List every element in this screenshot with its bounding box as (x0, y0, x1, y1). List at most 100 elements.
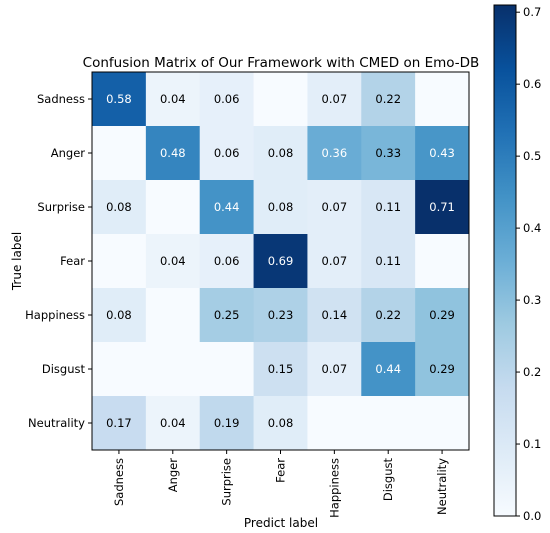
cell-value-label: 0.04 (160, 92, 186, 106)
heatmap-cell (307, 72, 362, 127)
y-tick-label: Surprise (37, 200, 85, 214)
cell-value-label: 0.23 (268, 308, 294, 322)
cell-value-label: 0.08 (268, 200, 294, 214)
x-tick-label: Surprise (220, 458, 234, 506)
x-tick-label: Fear (274, 458, 288, 483)
cell-value-label: 0.17 (106, 416, 132, 430)
cell-value-label: 0.06 (214, 146, 240, 160)
heatmap-cell (253, 234, 308, 289)
y-axis-ticks: Sadness Anger Surprise Fear Happiness Disgust… (25, 92, 92, 430)
y-tick-label: Neutrality (28, 416, 85, 430)
heatmap-cell (199, 342, 255, 397)
heatmap-cell (145, 396, 201, 451)
cell-value-label: 0.04 (160, 416, 186, 430)
heatmap-cell (253, 180, 308, 235)
heatmap-cell (307, 180, 362, 235)
heatmap-cell (415, 396, 470, 451)
colorbar (493, 4, 517, 517)
heatmap-cell (361, 234, 416, 289)
cell-value-label: 0.08 (106, 308, 132, 322)
cell-value-label: 0.11 (375, 254, 401, 268)
heatmap-cell (307, 126, 362, 181)
colorbar-tick-label: 0.5 (523, 149, 541, 163)
colorbar-ticks: 0.0 0.1 0.2 0.3 0.4 0.5 0.6 0.7 (516, 5, 541, 523)
heatmap-cell (361, 396, 416, 451)
cell-value-label: 0.22 (375, 308, 401, 322)
cell-value-label: 0.14 (322, 308, 348, 322)
heatmap-cell (415, 126, 470, 181)
heatmap-cell (253, 342, 308, 397)
heatmap-cell (415, 288, 470, 343)
chart-title: Confusion Matrix of Our Framework with C… (83, 55, 480, 71)
heatmap-cell (361, 288, 416, 343)
cell-value-label: 0.11 (375, 200, 401, 214)
heatmap-cell (361, 126, 416, 181)
cell-value-label: 0.22 (375, 92, 401, 106)
colorbar-tick-label: 0.6 (523, 77, 541, 91)
colorbar-tick-label: 0.1 (523, 437, 541, 451)
heatmap-cell (415, 342, 470, 397)
x-tick-label: Neutrality (435, 458, 449, 515)
heatmap-cell (253, 126, 308, 181)
y-tick-label: Fear (60, 254, 85, 268)
cell-value-label: 0.43 (429, 146, 455, 160)
heatmap-cell (145, 234, 201, 289)
heatmap-cell (92, 396, 147, 451)
heatmap-cell (145, 180, 201, 235)
cell-value-label: 0.29 (429, 362, 455, 376)
heatmap-cell (199, 234, 255, 289)
y-tick-label: Sadness (37, 92, 85, 106)
cell-value-label: 0.58 (106, 92, 132, 106)
colorbar-tick-label: 0.3 (523, 293, 541, 307)
cell-value-label: 0.06 (214, 254, 240, 268)
heatmap-cell (92, 72, 147, 127)
y-tick-label: Anger (51, 146, 86, 160)
cell-value-label: 0.06 (214, 92, 240, 106)
cell-value-label: 0.36 (322, 146, 348, 160)
heatmap-cell (199, 288, 255, 343)
heatmap-cell (92, 234, 147, 289)
colorbar-tick-label: 0.2 (523, 365, 541, 379)
heatmap-cell (199, 180, 255, 235)
cell-value-label: 0.33 (375, 146, 401, 160)
cell-value-label: 0.19 (214, 416, 240, 430)
heatmap-cell (415, 72, 470, 127)
heatmap-cell (361, 72, 416, 127)
heatmap-cell (253, 396, 308, 451)
cell-value-label: 0.07 (322, 200, 348, 214)
heatmap-cell (199, 72, 255, 127)
cell-value-label: 0.15 (268, 362, 294, 376)
heatmap-cell (415, 234, 470, 289)
x-tick-label: Happiness (327, 458, 341, 518)
heatmap-cell (92, 180, 147, 235)
heatmap-cell (361, 342, 416, 397)
cell-value-label: 0.25 (214, 308, 240, 322)
cell-value-label: 0.07 (322, 254, 348, 268)
cell-value-label: 0.44 (375, 362, 401, 376)
cell-value-label: 0.08 (268, 416, 294, 430)
heatmap-cell (415, 180, 470, 235)
heatmap-cell (145, 126, 201, 181)
heatmap-cell (145, 342, 201, 397)
heatmap-cell (307, 342, 362, 397)
heatmap-cell (145, 72, 201, 127)
cell-value-label: 0.44 (214, 200, 240, 214)
x-axis-label: Predict label (244, 516, 318, 530)
y-tick-label: Disgust (42, 362, 86, 376)
colorbar-tick-label: 0.7 (523, 5, 541, 19)
heatmap-cell (145, 288, 201, 343)
cell-value-label: 0.69 (268, 254, 294, 268)
colorbar-tick-label: 0.4 (523, 221, 541, 235)
x-tick-label: Disgust (381, 458, 395, 502)
colorbar-tick-label: 0.0 (523, 509, 541, 523)
cell-value-label: 0.08 (106, 200, 132, 214)
x-tick-label: Anger (166, 458, 180, 493)
heatmap-cell (307, 234, 362, 289)
heatmap-cell (307, 396, 362, 451)
cell-value-label: 0.71 (429, 200, 455, 214)
heatmap-cell (92, 288, 147, 343)
heatmap-cell (92, 126, 147, 181)
cell-value-label: 0.07 (322, 92, 348, 106)
cell-value-label: 0.04 (160, 254, 186, 268)
